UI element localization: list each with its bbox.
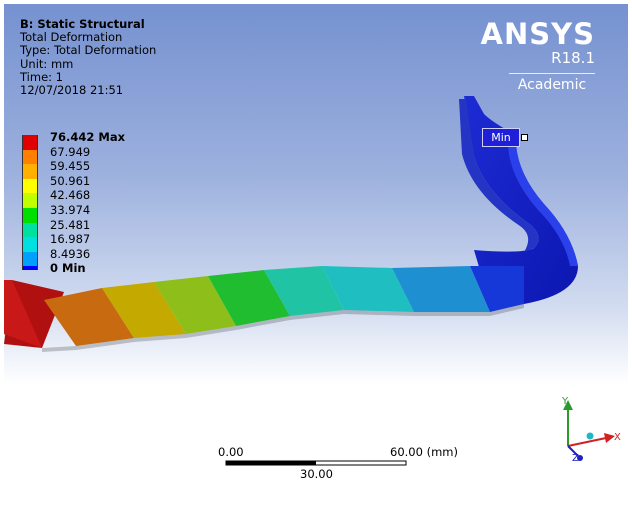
- legend-swatch: [22, 164, 38, 179]
- min-probe-marker: [521, 134, 528, 141]
- legend-label: 59.455: [50, 159, 91, 174]
- legend-swatch: [22, 135, 38, 150]
- deformed-model[interactable]: [4, 4, 628, 492]
- z-axis-label: Z: [572, 453, 579, 464]
- legend-swatch: [22, 251, 38, 267]
- legend-label: 50.961: [50, 173, 91, 188]
- legend-label: 8.4936: [50, 246, 91, 261]
- x-axis-arrow-icon: [604, 433, 615, 443]
- y-axis-arrow-icon: [563, 400, 573, 410]
- legend-swatch: [22, 266, 38, 271]
- coordinate-triad[interactable]: [548, 394, 628, 474]
- triad-iso-ball-icon[interactable]: [586, 432, 594, 440]
- logo-edition: Academic: [509, 73, 595, 93]
- logo-brand: ANSYS: [480, 17, 595, 51]
- band-segment-lightblue: [392, 266, 490, 312]
- band-segment-teal: [264, 266, 344, 316]
- legend-label: 67.949: [50, 144, 91, 159]
- legend-swatch: [22, 149, 38, 165]
- legend-swatch: [22, 237, 38, 252]
- result-info: B: Static Structural Total Deformation T…: [20, 17, 157, 98]
- scale-end-label: 60.00 (mm): [390, 445, 458, 459]
- info-line: Type: Total Deformation: [20, 43, 157, 58]
- band-segment-green: [208, 270, 290, 326]
- legend-swatch: [22, 193, 38, 208]
- band-segment-cyan: [322, 266, 414, 312]
- legend-label: 76.442 Max: [50, 130, 126, 144]
- band-side-face: [42, 304, 524, 352]
- hook-top-face: [464, 96, 578, 304]
- scale-mid-label: 30.00: [300, 467, 333, 481]
- legend-label: 33.974: [50, 203, 91, 217]
- info-line: Time: 1: [20, 69, 63, 84]
- info-line: Total Deformation: [20, 30, 123, 45]
- legend-swatch: [22, 178, 38, 194]
- legend-label: 16.987: [50, 232, 91, 247]
- info-line: Unit: mm: [20, 56, 74, 71]
- z-axis-dot-icon: [577, 455, 583, 461]
- legend-label: 0 Min: [50, 261, 86, 276]
- x-axis-label: X: [614, 432, 621, 443]
- legend-label: 42.468: [50, 188, 91, 203]
- band-end-face: [4, 280, 42, 348]
- hook-side-face: [459, 99, 539, 252]
- min-probe-label[interactable]: Min: [482, 128, 520, 147]
- logo-version: R18.1: [551, 49, 595, 67]
- model-viewport[interactable]: B: Static Structural Total Deformation T…: [4, 4, 628, 492]
- ansys-logo: ANSYS R18.1 Academic: [480, 17, 595, 93]
- band-segment-yellow: [102, 282, 186, 338]
- hook-edge-face: [508, 144, 578, 266]
- legend-swatch: [22, 208, 38, 223]
- info-line: 12/07/2018 21:51: [20, 83, 124, 98]
- scale-start-label: 0.00: [218, 445, 244, 459]
- legend-label: 25.481: [50, 217, 91, 232]
- band-segment-lime: [154, 276, 236, 334]
- band-segment-blue: [470, 266, 524, 312]
- band-segment-orange: [44, 288, 134, 346]
- legend-swatch: [22, 222, 38, 238]
- y-axis-label: Y: [562, 396, 569, 407]
- analysis-title: B: Static Structural: [20, 17, 145, 31]
